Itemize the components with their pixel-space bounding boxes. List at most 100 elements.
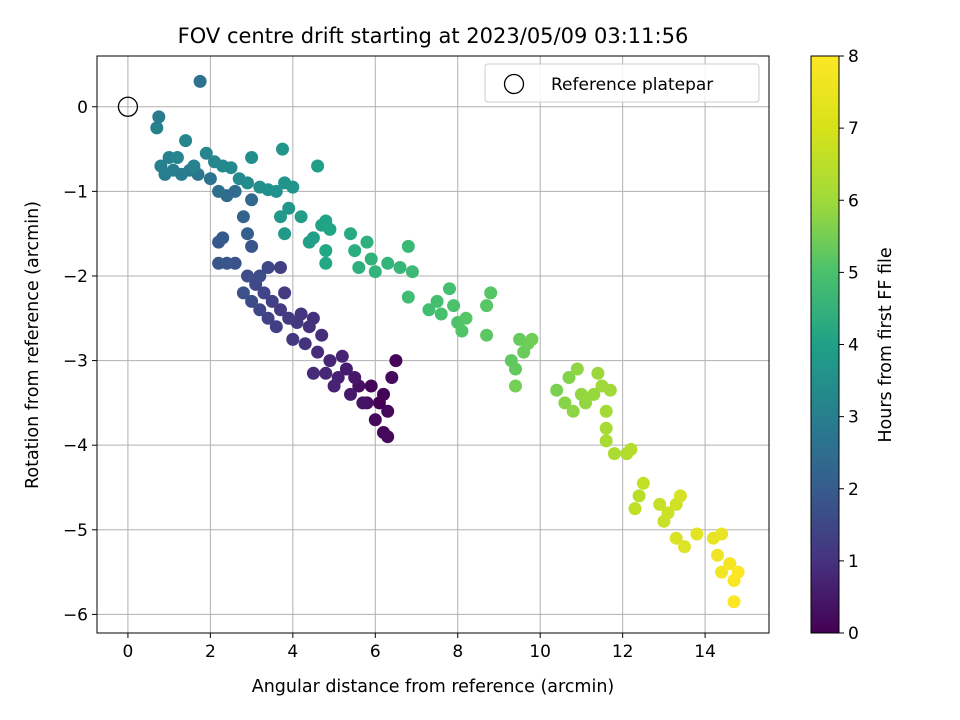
colorbar-tick-label: 3: [848, 408, 859, 428]
data-point: [253, 269, 267, 283]
data-point: [558, 396, 572, 410]
data-point: [360, 235, 374, 249]
x-tick-label: 6: [370, 642, 381, 662]
y-tick-label: −5: [63, 521, 88, 541]
data-point: [269, 184, 283, 198]
data-point: [603, 383, 617, 397]
data-point: [377, 387, 390, 401]
data-point: [393, 261, 407, 274]
data-point: [607, 447, 621, 461]
y-tick-label: 0: [77, 98, 88, 118]
data-point: [599, 404, 613, 418]
data-point: [179, 134, 193, 148]
data-point: [587, 387, 601, 401]
data-point: [669, 531, 683, 545]
data-point: [278, 286, 292, 300]
data-point: [339, 362, 353, 376]
data-point: [327, 379, 341, 393]
data-point: [430, 294, 444, 308]
data-point: [224, 161, 238, 175]
legend-box: [484, 63, 760, 103]
data-point: [459, 311, 473, 325]
data-point: [690, 527, 704, 541]
data-point: [212, 184, 226, 198]
data-point: [711, 548, 724, 562]
data-point: [678, 540, 691, 554]
data-point: [422, 303, 436, 317]
y-tick-label: −6: [63, 605, 88, 625]
colorbar-tick-label: 5: [848, 263, 859, 283]
x-tick-label: 12: [612, 642, 634, 662]
data-point: [368, 265, 382, 279]
colorbar: [810, 55, 840, 634]
data-point: [282, 201, 296, 215]
data-point: [447, 299, 461, 313]
data-point: [236, 210, 250, 224]
legend-marker-reference: [503, 73, 525, 95]
data-point: [298, 337, 312, 351]
data-point: [401, 239, 415, 253]
data-point: [253, 303, 267, 317]
data-point: [335, 349, 349, 363]
data-point: [636, 476, 650, 490]
x-tick-label: 10: [529, 642, 551, 662]
data-point: [509, 379, 522, 393]
data-point: [315, 328, 329, 342]
colorbar-tick-label: 0: [848, 624, 859, 644]
data-point: [269, 320, 283, 334]
data-point: [286, 332, 300, 346]
data-point: [261, 261, 275, 274]
x-tick-label: 0: [123, 642, 134, 662]
colorbar-label: Hours from first FF file: [876, 247, 896, 442]
legend: Reference platepar: [484, 63, 760, 103]
data-point: [245, 294, 259, 308]
colorbar-tick-label: 8: [848, 47, 859, 67]
data-point: [245, 239, 259, 253]
data-point: [193, 74, 207, 88]
data-point: [653, 497, 667, 511]
data-point: [274, 261, 287, 274]
data-point: [364, 379, 378, 393]
data-point: [294, 210, 308, 224]
data-point: [381, 256, 395, 270]
data-point: [525, 332, 539, 346]
reference-platepar-marker: [117, 96, 139, 117]
data-point: [261, 311, 275, 325]
data-point: [727, 595, 741, 609]
data-point: [579, 396, 592, 410]
data-point: [723, 557, 737, 571]
x-tick-label: 14: [694, 642, 716, 662]
data-point: [311, 345, 325, 359]
data-point: [599, 434, 613, 448]
data-point: [274, 303, 287, 317]
data-point: [661, 506, 675, 520]
data-point: [302, 235, 316, 249]
chart-title: FOV centre drift starting at 2023/05/09 …: [178, 24, 689, 48]
data-point: [628, 502, 642, 516]
data-point: [348, 371, 362, 384]
x-tick-label: 4: [287, 642, 298, 662]
data-point: [570, 362, 584, 376]
data-point: [311, 159, 325, 173]
data-point: [715, 527, 729, 541]
x-tick-label: 8: [452, 642, 463, 662]
data-point: [212, 256, 226, 270]
y-tick-label: −4: [63, 436, 88, 456]
data-point: [323, 222, 337, 236]
data-point: [306, 311, 320, 325]
data-point: [484, 286, 498, 300]
data-point: [241, 176, 254, 190]
y-tick-label: −1: [63, 182, 88, 202]
data-point: [381, 404, 395, 418]
data-point: [199, 146, 213, 160]
colorbar-tick-label: 1: [848, 552, 859, 572]
data-point: [443, 282, 456, 296]
data-point: [364, 252, 378, 266]
data-point: [731, 565, 745, 579]
data-point: [624, 442, 638, 456]
data-point: [319, 244, 333, 258]
data-point: [278, 227, 292, 241]
data-point: [389, 354, 403, 368]
